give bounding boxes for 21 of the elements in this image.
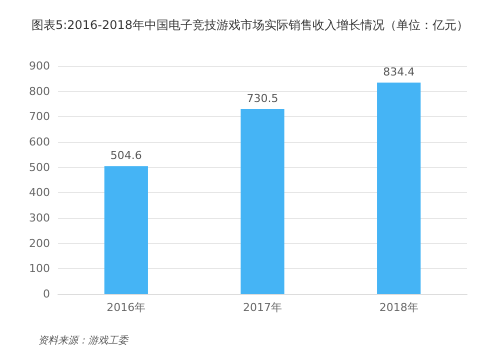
y-tick-label: 800 — [29, 84, 50, 98]
chart-title: 图表5:2016-2018年中国电子竞技游戏市场实际销售收入增长情况（单位：亿元） — [31, 18, 469, 32]
x-tick-label: 2017年 — [243, 301, 282, 314]
bar — [377, 82, 421, 294]
y-tick-label: 400 — [29, 186, 50, 200]
y-tick-label: 700 — [29, 110, 50, 124]
x-tick-label: 2018年 — [379, 301, 418, 314]
bar — [104, 166, 148, 294]
y-tick-label: 600 — [29, 136, 50, 148]
y-tick-label: 500 — [29, 160, 50, 174]
text: 资料来源：游戏工委 — [38, 334, 129, 346]
x-tick-label: 2016年 — [106, 301, 146, 314]
data-label: 730.5 — [246, 92, 278, 105]
y-tick-label: 100 — [29, 262, 50, 276]
bar — [240, 108, 284, 294]
y-tick-label: 200 — [29, 236, 50, 250]
y-tick-label: 300 — [29, 212, 50, 224]
data-label: 834.4 — [383, 66, 415, 79]
y-tick-label: 900 — [29, 60, 50, 72]
data-label: 504.6 — [110, 149, 142, 162]
y-tick-label: 0 — [43, 288, 50, 300]
